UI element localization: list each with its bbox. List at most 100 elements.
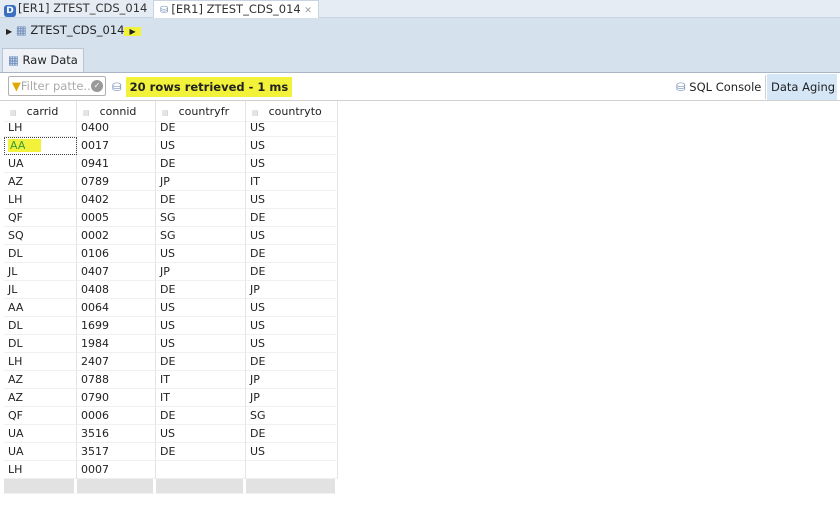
table-row[interactable]: DL 1699 US US [4,317,338,335]
breadcrumb[interactable]: ▶ ▦ ZTEST_CDS_014 ▶ [6,21,141,39]
column-header-connid[interactable]: ▤ connid [77,101,156,122]
table-cell[interactable]: SG [246,407,338,425]
table-cell[interactable]: US [246,335,338,353]
table-cell[interactable]: 3516 [77,425,156,443]
table-cell[interactable]: JP [246,281,338,299]
table-row[interactable]: SQ 0002 SG US [4,227,338,245]
table-cell[interactable]: US [156,299,246,317]
table-cell[interactable]: DE [156,353,246,371]
table-cell[interactable]: 3517 [77,443,156,461]
table-cell[interactable]: AZ [4,389,77,407]
table-cell[interactable]: US [246,119,338,137]
table-cell[interactable]: QF [4,209,77,227]
table-cell[interactable]: US [246,317,338,335]
table-cell[interactable]: UA [4,425,77,443]
table-row[interactable]: QF 0005 SG DE [4,209,338,227]
table-cell[interactable]: IT [246,173,338,191]
table-cell[interactable]: 0017 [77,137,156,155]
table-cell[interactable]: AA [4,299,77,317]
table-cell[interactable]: 0408 [77,281,156,299]
table-cell[interactable]: 2407 [77,353,156,371]
table-row[interactable]: AA 0017 US US [4,137,338,155]
editor-tab-data-preview[interactable]: ⛁ [ER1] ZTEST_CDS_014 ✕ [153,0,319,18]
table-cell[interactable]: QF [4,407,77,425]
table-cell[interactable]: LH [4,461,77,479]
table-cell[interactable]: IT [156,389,246,407]
table-row[interactable]: QF 0006 DE SG [4,407,338,425]
table-cell[interactable]: 0789 [77,173,156,191]
table-cell[interactable]: 0790 [77,389,156,407]
table-cell[interactable]: DE [246,209,338,227]
table-cell[interactable]: 0005 [77,209,156,227]
editor-tab-ddl[interactable]: D [ER1] ZTEST_CDS_014 [4,0,147,18]
table-cell[interactable]: 1699 [77,317,156,335]
close-icon[interactable]: ✕ [304,6,312,16]
table-cell[interactable]: UA [4,443,77,461]
table-cell[interactable]: 0788 [77,371,156,389]
table-cell[interactable]: AZ [4,371,77,389]
table-cell[interactable]: 0400 [77,119,156,137]
table-row[interactable]: UA 0941 DE US [4,155,338,173]
table-cell[interactable]: US [156,425,246,443]
table-cell[interactable]: AZ [4,173,77,191]
tab-raw-data[interactable]: ▦ Raw Data [2,48,84,72]
table-cell[interactable]: 0007 [77,461,156,479]
table-row[interactable]: LH 0400 DE US [4,119,338,137]
clear-icon[interactable]: ✓ [91,80,103,92]
table-row[interactable]: JL 0408 DE JP [4,281,338,299]
table-cell[interactable]: US [246,227,338,245]
table-cell[interactable]: DE [246,263,338,281]
table-cell[interactable] [246,461,338,479]
column-header-carrid[interactable]: ▤ carrid [4,101,77,122]
table-row[interactable]: AZ 0790 IT JP [4,389,338,407]
table-cell[interactable]: US [246,191,338,209]
table-row[interactable]: JL 0407 JP DE [4,263,338,281]
table-row[interactable]: LH 0402 DE US [4,191,338,209]
table-cell[interactable]: US [246,155,338,173]
table-cell[interactable]: US [156,335,246,353]
table-cell[interactable]: 0941 [77,155,156,173]
table-row[interactable]: AZ 0789 JP IT [4,173,338,191]
table-cell[interactable]: US [246,137,338,155]
table-row[interactable]: DL 1984 US US [4,335,338,353]
sql-console-button[interactable]: ⛁ SQL Console [676,80,762,94]
table-cell[interactable]: DE [156,407,246,425]
table-cell[interactable]: JP [156,173,246,191]
table-cell[interactable]: SQ [4,227,77,245]
table-cell[interactable]: 0064 [77,299,156,317]
next-arrow-icon[interactable]: ▶ [124,27,141,36]
table-row[interactable]: UA 3516 US DE [4,425,338,443]
table-cell[interactable]: DL [4,335,77,353]
table-cell[interactable]: LH [4,353,77,371]
table-cell[interactable]: US [246,443,338,461]
expand-arrow-icon[interactable]: ▶ [6,27,13,36]
table-cell[interactable]: 0407 [77,263,156,281]
table-cell[interactable]: 0002 [77,227,156,245]
column-header-countryfr[interactable]: ▤ countryfr [156,101,246,122]
table-cell[interactable]: LH [4,191,77,209]
table-cell[interactable]: AA [4,137,77,155]
table-cell[interactable]: SG [156,227,246,245]
table-cell[interactable]: DE [156,281,246,299]
table-cell[interactable]: DE [246,245,338,263]
table-row[interactable]: LH 2407 DE DE [4,353,338,371]
table-cell[interactable]: US [156,137,246,155]
table-cell[interactable]: DE [156,443,246,461]
table-cell[interactable]: US [156,317,246,335]
table-row[interactable]: UA 3517 DE US [4,443,338,461]
table-cell[interactable]: JP [246,371,338,389]
table-cell[interactable]: JL [4,263,77,281]
table-cell[interactable]: DL [4,317,77,335]
table-row[interactable]: AA 0064 US US [4,299,338,317]
table-cell[interactable]: DE [246,353,338,371]
table-cell[interactable]: 0106 [77,245,156,263]
table-cell[interactable]: JL [4,281,77,299]
table-cell[interactable]: DE [156,119,246,137]
table-cell[interactable]: DE [156,155,246,173]
table-cell[interactable]: IT [156,371,246,389]
filter-input[interactable]: ▼Filter patte... ✓ [8,76,106,96]
column-header-countryto[interactable]: ▤ countryto [246,101,338,122]
data-aging-button[interactable]: Data Aging [767,74,837,100]
table-cell[interactable]: LH [4,119,77,137]
table-row[interactable]: DL 0106 US DE [4,245,338,263]
